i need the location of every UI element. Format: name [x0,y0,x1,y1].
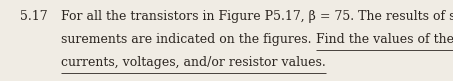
Text: currents, voltages, and/or resistor values.: currents, voltages, and/or resistor valu… [61,56,326,69]
Text: surements are indicated on the figures.: surements are indicated on the figures. [61,33,316,46]
Text: For all the transistors in Figure P5.17, β = 75. The results of some mea-: For all the transistors in Figure P5.17,… [61,10,453,23]
Text: 5.17: 5.17 [20,10,48,23]
Text: Find the values of the other labeled: Find the values of the other labeled [316,33,453,46]
Text: Find the values of the other labeled: Find the values of the other labeled [0,33,226,46]
Text: currents, voltages, and/or resistor values.: currents, voltages, and/or resistor valu… [0,56,265,69]
Text: surements are indicated on the figures.: surements are indicated on the figures. [0,33,255,46]
